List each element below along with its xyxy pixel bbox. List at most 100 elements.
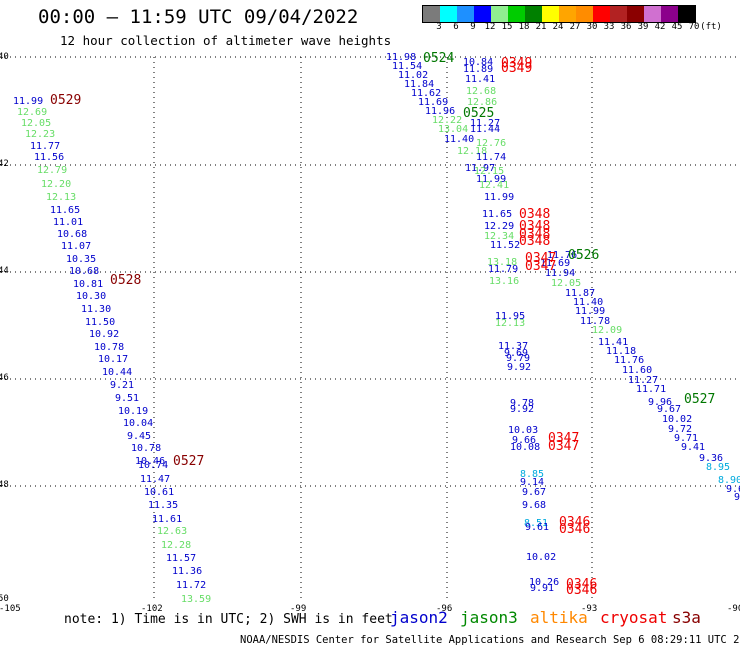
wave-height-value: 10.02	[526, 552, 557, 563]
lon-label-93: -93	[581, 604, 598, 614]
colorbar-label: 12	[484, 22, 496, 32]
wave-height-value: 11.99	[484, 192, 515, 203]
wave-height-value: 11.76	[614, 355, 645, 366]
wave-height-value: 9.91	[530, 583, 555, 594]
colorbar-swatch	[508, 6, 525, 22]
pass-time-label: 0349	[501, 56, 533, 71]
wave-height-value: 10.68	[57, 229, 88, 240]
lon-label-96: -96	[436, 604, 453, 614]
wave-height-value: 12.20	[41, 179, 72, 190]
colorbar-swatch	[610, 6, 627, 22]
lat-label-48: 48	[0, 480, 9, 490]
wave-height-value: 11.65	[482, 209, 513, 220]
pass-time-label: 0527	[173, 454, 205, 469]
wave-height-value: 11.96	[425, 106, 456, 117]
colorbar	[422, 5, 696, 23]
wave-height-value: 11.62	[411, 88, 442, 99]
wave-height-value: 9.67	[522, 487, 547, 498]
wave-height-value: 10.08	[510, 442, 541, 453]
colorbar-label: 24	[552, 22, 564, 32]
wave-height-value: 11.69	[418, 97, 449, 108]
wave-height-value: 10.35	[66, 254, 97, 265]
wave-height-value: 11.27	[470, 118, 501, 129]
wave-height-value: 10.81	[73, 279, 104, 290]
pass-time-label: 0346	[559, 522, 591, 537]
lon-label-105: -105	[0, 604, 21, 614]
wave-height-value: 13.59	[181, 594, 212, 605]
map-title: 00:00 – 11:59 UTC 09/04/2022	[38, 6, 359, 28]
colorbar-unit-label: (ft)	[700, 22, 722, 32]
wave-height-value: 9	[734, 492, 740, 503]
wave-height-value: 8.90	[718, 475, 740, 486]
wave-height-value: 11.99	[476, 174, 507, 185]
pass-time-label: 0525	[463, 106, 495, 121]
wave-height-value: 9.45	[127, 431, 152, 442]
wave-height-value: 10.78	[94, 342, 125, 353]
wave-height-value: 11.35	[148, 500, 179, 511]
wave-height-value: 11.76	[547, 250, 578, 261]
wave-height-value: 11.36	[172, 566, 203, 577]
satellite-legend-altika: altika	[530, 608, 588, 627]
colorbar-label: 30	[586, 22, 598, 32]
colorbar-swatch	[678, 6, 695, 22]
wave-height-value: 11.87	[565, 288, 596, 299]
colorbar-label: 15	[501, 22, 513, 32]
wave-height-value: 9.92	[510, 404, 535, 415]
colorbar-swatch	[644, 6, 661, 22]
satellite-legend-cryosat: cryosat	[600, 608, 668, 627]
wave-height-value: 11.69	[540, 258, 571, 269]
colorbar-label: 6	[453, 22, 459, 32]
colorbar-label: 27	[569, 22, 581, 32]
lon-label-102: -102	[141, 604, 163, 614]
pass-time-label: 0524	[423, 51, 455, 66]
wave-height-value: 12.23	[25, 129, 56, 140]
wave-height-value: 10.78	[131, 443, 162, 454]
wave-height-value: 11.18	[606, 346, 637, 357]
wave-height-value: 9.68	[522, 500, 547, 511]
colorbar-label: 42	[654, 22, 666, 32]
wave-height-value: 11.01	[53, 217, 84, 228]
wave-height-value: 11.54	[392, 61, 423, 72]
pass-time-label: 0526	[568, 248, 600, 263]
wave-height-value: 10.44	[102, 367, 133, 378]
lat-label-40: 40	[0, 52, 9, 62]
pass-time-label: 0346	[566, 577, 598, 592]
wave-height-value: 11.02	[398, 70, 429, 81]
pass-time-label: 0529	[50, 93, 82, 108]
wave-height-value: 12.09	[592, 325, 623, 336]
wave-height-value: 13.18	[487, 257, 518, 268]
pass-time-label: 0527	[684, 392, 716, 407]
lat-label-44: 44	[0, 266, 9, 276]
pass-time-label: 0347	[548, 439, 580, 454]
lon-label-99: -99	[290, 604, 307, 614]
wave-height-value: 11.60	[622, 365, 653, 376]
colorbar-swatch	[491, 6, 508, 22]
wave-height-value: 11.30	[81, 304, 112, 315]
colorbar-label: 70	[688, 22, 700, 32]
wave-height-value: 11.94	[545, 268, 576, 279]
colorbar-swatch	[440, 6, 457, 22]
wave-height-value: 12.28	[161, 540, 192, 551]
wave-height-value: 12.41	[479, 180, 510, 191]
wave-height-value: 11.74	[476, 152, 507, 163]
wave-height-value: 11.77	[30, 141, 61, 152]
wave-height-value: 11.37	[498, 341, 529, 352]
wave-height-value: 9.66	[512, 435, 537, 446]
wave-height-value: 11.41	[465, 74, 496, 85]
colorbar-label: 36	[620, 22, 632, 32]
colorbar-swatch	[661, 6, 678, 22]
wave-height-value: 11.99	[13, 96, 44, 107]
wave-height-value: 11.98	[386, 52, 417, 63]
lon-label-90: -90	[727, 604, 740, 614]
wave-height-value: 12.22	[432, 115, 463, 126]
wave-height-value: 11.84	[404, 79, 435, 90]
wave-height-value: 10.74	[138, 460, 169, 471]
wave-height-value: 11.95	[495, 311, 526, 322]
wave-height-value: 8.85	[520, 469, 545, 480]
wave-height-value: 11.44	[470, 124, 501, 135]
wave-height-value: 11.99	[575, 306, 606, 317]
wave-height-value: 11.78	[580, 316, 611, 327]
pass-time-label: 0349	[501, 61, 533, 76]
wave-height-value: 10.46	[135, 456, 166, 467]
